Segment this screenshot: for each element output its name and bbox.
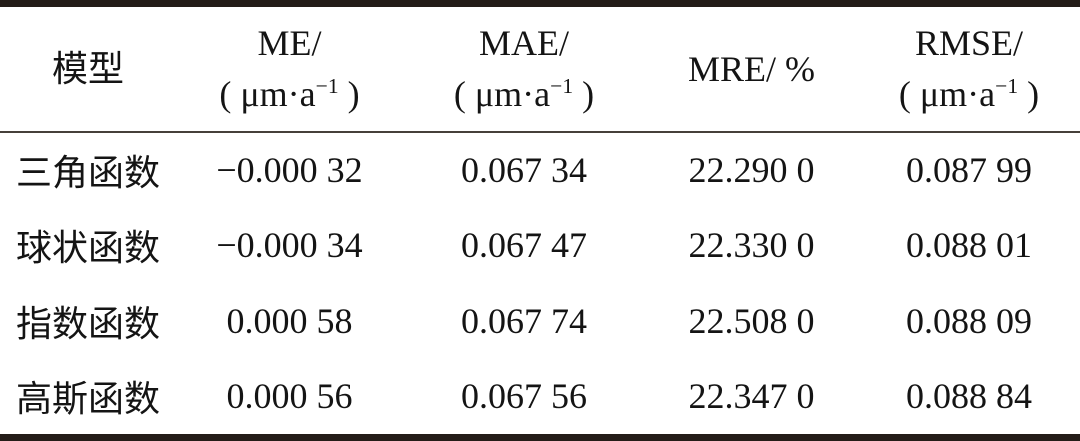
col-header-mae: MAE/ ( μm·a−1 ) bbox=[403, 7, 645, 133]
table-row: 高斯函数 0.000 56 0.067 56 22.347 0 0.088 84 bbox=[0, 359, 1080, 435]
rmse-cell: 0.088 01 bbox=[906, 225, 1032, 266]
table-body: 三角函数 −0.000 32 0.067 34 22.290 0 0.087 9… bbox=[0, 132, 1080, 434]
col-header-rmse-unit: ( μm·a−1 ) bbox=[898, 74, 1040, 114]
col-header-rmse-label: RMSE/ bbox=[914, 23, 1024, 64]
rmse-cell: 0.088 09 bbox=[906, 300, 1032, 341]
col-header-model: 模型 bbox=[0, 7, 176, 133]
table-row: 指数函数 0.000 58 0.067 74 22.508 0 0.088 09 bbox=[0, 283, 1080, 359]
me-cell: −0.000 32 bbox=[216, 150, 363, 191]
me-cell: 0.000 58 bbox=[226, 300, 353, 341]
data-table: 模型 ME/ ( μm·a−1 ) MAE/ ( μm·a−1 ) MRE/ %… bbox=[0, 7, 1080, 434]
model-cell: 指数函数 bbox=[15, 303, 160, 344]
mae-cell: 0.067 56 bbox=[461, 376, 587, 417]
model-cell: 三角函数 bbox=[15, 153, 160, 194]
mre-cell: 22.290 0 bbox=[688, 150, 815, 191]
model-cell: 高斯函数 bbox=[15, 379, 160, 420]
rmse-cell: 0.088 84 bbox=[906, 376, 1032, 417]
rmse-cell: 0.087 99 bbox=[906, 150, 1032, 191]
col-header-mre: MRE/ % bbox=[645, 7, 858, 133]
col-header-mre-label: MRE/ % bbox=[687, 48, 815, 89]
col-header-mae-unit: ( μm·a−1 ) bbox=[453, 74, 595, 114]
col-header-me-label: ME/ bbox=[257, 23, 322, 64]
me-cell: 0.000 56 bbox=[226, 376, 353, 417]
mre-cell: 22.347 0 bbox=[688, 376, 815, 417]
mae-cell: 0.067 47 bbox=[461, 225, 587, 266]
table-row: 三角函数 −0.000 32 0.067 34 22.290 0 0.087 9… bbox=[0, 132, 1080, 208]
col-header-rmse: RMSE/ ( μm·a−1 ) bbox=[858, 7, 1080, 133]
mae-cell: 0.067 34 bbox=[461, 150, 587, 191]
mre-cell: 22.508 0 bbox=[688, 300, 815, 341]
col-header-me-unit: ( μm·a−1 ) bbox=[219, 74, 360, 114]
table-header: 模型 ME/ ( μm·a−1 ) MAE/ ( μm·a−1 ) MRE/ %… bbox=[0, 7, 1080, 133]
col-header-mae-label: MAE/ bbox=[479, 23, 569, 64]
col-header-model-label: 模型 bbox=[51, 48, 124, 89]
mae-cell: 0.067 74 bbox=[461, 300, 587, 341]
header-row: 模型 ME/ ( μm·a−1 ) MAE/ ( μm·a−1 ) MRE/ %… bbox=[0, 7, 1080, 133]
me-cell: −0.000 34 bbox=[216, 225, 363, 266]
table-row: 球状函数 −0.000 34 0.067 47 22.330 0 0.088 0… bbox=[0, 208, 1080, 284]
mre-cell: 22.330 0 bbox=[688, 225, 815, 266]
col-header-me: ME/ ( μm·a−1 ) bbox=[176, 7, 403, 133]
model-cell: 球状函数 bbox=[15, 228, 160, 269]
